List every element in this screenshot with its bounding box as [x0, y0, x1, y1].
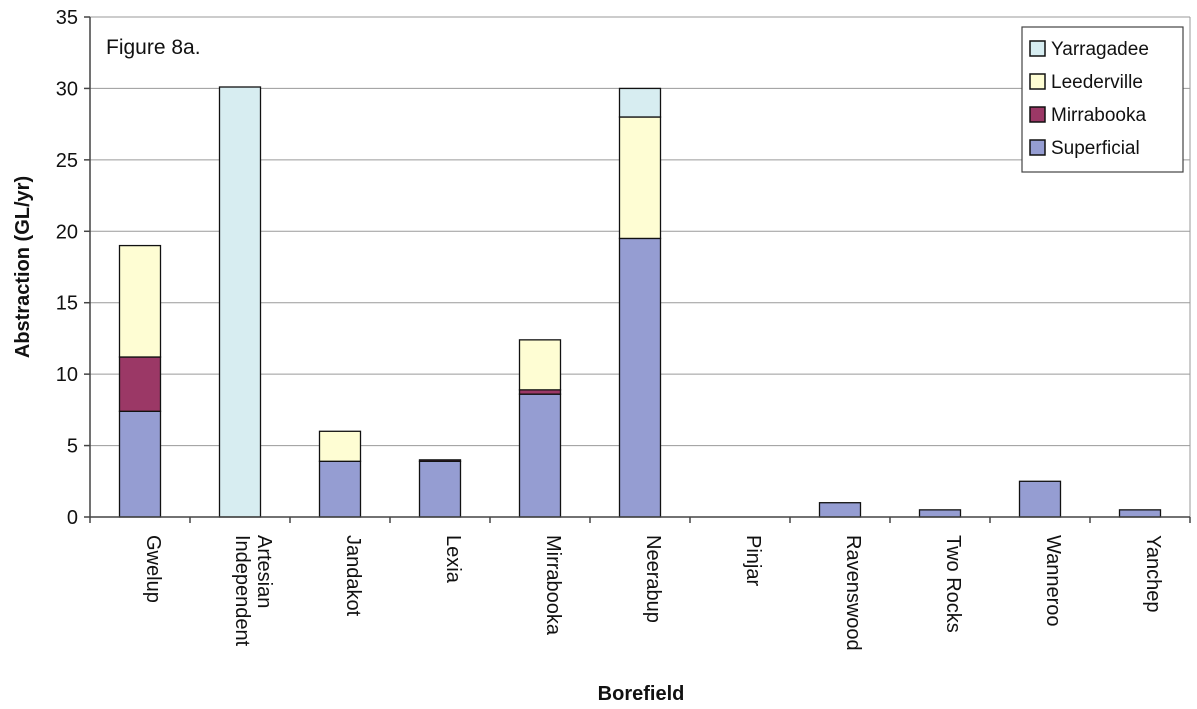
x-tick-label: IndependentArtesian — [231, 535, 275, 647]
legend-label-mirrabooka: Mirrabooka — [1051, 105, 1146, 126]
bar-segment-leederville — [318, 430, 362, 462]
y-tick-label: 0 — [67, 507, 78, 529]
x-tick-label: Neerabup — [642, 535, 664, 623]
bar-segment-superficial — [118, 410, 162, 518]
x-tick-label: Yanchep — [1142, 535, 1164, 612]
legend-swatch-leederville — [1029, 73, 1046, 90]
y-tick-labels: 0 5 10 15 20 25 30 35 — [56, 7, 78, 529]
y-tick-label: 30 — [56, 78, 78, 100]
bar-segment-leederville — [518, 339, 562, 391]
bar-segment-yarragadee — [218, 86, 262, 518]
bar-segment-superficial — [1118, 509, 1162, 518]
bar-segment-superficial — [318, 460, 362, 518]
bar-segment-superficial — [518, 393, 562, 518]
bar-segment-leederville — [118, 244, 162, 358]
bar-segment-leederville — [618, 116, 662, 240]
x-tick-label: Jandakot — [342, 535, 364, 617]
y-tick-label: 5 — [67, 436, 78, 458]
bar-segment-mirrabooka — [418, 459, 462, 462]
legend-swatch-mirrabooka — [1029, 106, 1046, 123]
x-tick-label: Ravenswood — [842, 535, 864, 651]
bar-segment-mirrabooka — [118, 356, 162, 412]
x-tick-label: Wanneroo — [1042, 535, 1064, 627]
legend-label-leederville: Leederville — [1051, 72, 1143, 93]
x-tick-label: Pinjar — [742, 535, 764, 586]
bar-segment-superficial — [818, 502, 862, 518]
bars — [118, 86, 1162, 518]
bar-segment-superficial — [618, 237, 662, 518]
y-tick-label: 35 — [56, 7, 78, 29]
x-tick-label: Mirrabooka — [542, 535, 564, 636]
bar-segment-yarragadee — [618, 87, 662, 118]
legend-label-superficial: Superficial — [1051, 138, 1140, 159]
axes — [84, 16, 1191, 523]
bar-segment-superficial — [918, 509, 962, 518]
bar-segment-superficial — [1018, 480, 1062, 518]
y-tick-label: 15 — [56, 293, 78, 315]
bar-segment-superficial — [418, 460, 462, 518]
x-tick-label: Gwelup — [142, 535, 164, 603]
x-tick-label: Two Rocks — [942, 535, 964, 633]
legend-swatch-yarragadee — [1029, 40, 1046, 57]
x-axis-title: Borefield — [598, 683, 685, 705]
y-tick-label: 20 — [56, 221, 78, 243]
y-tick-label: 10 — [56, 364, 78, 386]
legend: Yarragadee Leederville Mirrabooka Superfici… — [1021, 26, 1184, 173]
legend-label-yarragadee: Yarragadee — [1051, 39, 1149, 60]
figure-annotation: Figure 8a. — [106, 36, 201, 59]
x-tick-label: Lexia — [442, 535, 464, 584]
y-axis-title: Abstraction (GL/yr) — [12, 176, 34, 358]
x-tick-labels: Gwelup IndependentArtesian Jandakot Lexia Mi… — [142, 535, 1164, 651]
legend-swatch-superficial — [1029, 139, 1046, 156]
legend-box — [1021, 26, 1184, 173]
y-tick-label: 25 — [56, 150, 78, 172]
